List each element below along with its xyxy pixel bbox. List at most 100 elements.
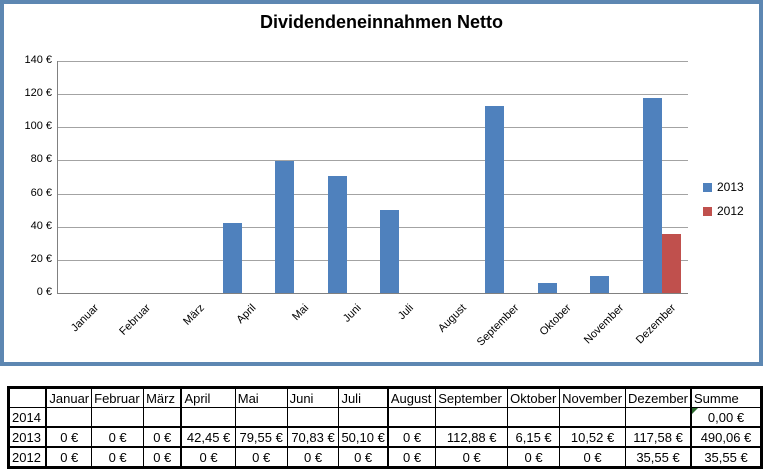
table-header-row: Januar Februar März April Mai Juni Juli August S… <box>8 387 762 408</box>
cell-2012-mai[interactable]: 0 € <box>234 446 288 468</box>
cell-2014-august[interactable] <box>387 407 437 428</box>
bar-2013-mai[interactable] <box>275 161 294 293</box>
cell-2013-april[interactable]: 42,45 € <box>180 426 236 448</box>
row-label-2013[interactable]: 2013 <box>8 426 48 448</box>
cell-2012-januar[interactable]: 0 € <box>45 446 93 468</box>
cell-2014-summe[interactable]: 0,00 € <box>690 407 762 428</box>
x-axis-label-november: November <box>582 302 627 347</box>
cell-2012-august[interactable]: 0 € <box>387 446 437 468</box>
y-axis-tick-label: 120 € <box>24 87 52 99</box>
row-label-2012[interactable]: 2012 <box>8 446 48 468</box>
col-header-februar[interactable]: Februar <box>91 387 145 408</box>
bar-2012-dezember[interactable] <box>662 234 681 293</box>
gridline <box>58 227 688 228</box>
y-axis-tick-label: 0 € <box>36 286 52 298</box>
gridline <box>58 194 688 195</box>
data-table-region: Januar Februar März April Mai Juni Juli August S… <box>7 386 763 469</box>
y-axis-tick-label: 40 € <box>30 220 52 232</box>
cell-2012-november[interactable]: 0 € <box>559 446 627 468</box>
cell-2012-september[interactable]: 0 € <box>435 446 509 468</box>
cell-2013-oktober[interactable]: 6,15 € <box>507 426 561 448</box>
col-header-januar[interactable]: Januar <box>45 387 93 408</box>
cell-2014-juni[interactable] <box>286 407 340 428</box>
gridline <box>58 160 688 161</box>
cell-2012-juli[interactable]: 0 € <box>338 446 389 468</box>
bar-2013-september[interactable] <box>485 106 504 293</box>
table-row-2013: 2013 0 €0 €0 €42,45 €79,55 €70,83 €50,10 … <box>8 426 762 448</box>
col-header-dezember[interactable]: Dezember <box>625 387 693 408</box>
cell-2012-dezember[interactable]: 35,55 € <box>625 446 693 468</box>
cell-2013-januar[interactable]: 0 € <box>45 426 93 448</box>
cell-2013-september[interactable]: 112,88 € <box>435 426 509 448</box>
cell-2012-maerz[interactable]: 0 € <box>143 446 183 468</box>
col-header-april[interactable]: April <box>180 387 236 408</box>
col-header-blank[interactable] <box>8 387 48 408</box>
cell-2012-februar[interactable]: 0 € <box>91 446 145 468</box>
cell-2014-maerz[interactable] <box>143 407 183 428</box>
bar-2013-juni[interactable] <box>328 176 347 293</box>
cell-2014-september[interactable] <box>435 407 509 428</box>
dividend-chart[interactable]: Dividendeneinnahmen Netto 0 € 20 € 40 € 60 … <box>0 0 763 366</box>
cell-2014-juli[interactable] <box>338 407 389 428</box>
cell-2012-oktober[interactable]: 0 € <box>507 446 561 468</box>
table-row-2012: 2012 0 €0 €0 €0 €0 €0 €0 €0 €0 €0 €0 €35,… <box>8 446 762 468</box>
cell-2012-april[interactable]: 0 € <box>180 446 236 468</box>
x-axis-label-september: September <box>474 302 522 349</box>
bar-2013-dezember[interactable] <box>643 98 662 293</box>
bar-2013-november[interactable] <box>590 276 609 293</box>
legend-item-2012[interactable]: 2012 <box>703 204 744 218</box>
x-axis-label-märz: März <box>180 302 207 328</box>
col-header-mai[interactable]: Mai <box>234 387 288 408</box>
gridline <box>58 260 688 261</box>
col-header-august[interactable]: August <box>387 387 437 408</box>
y-axis-tick-label: 20 € <box>30 253 52 265</box>
gridline <box>58 61 688 62</box>
cell-2014-januar[interactable] <box>45 407 93 428</box>
gridline <box>58 127 688 128</box>
x-axis-label-dezember: Dezember <box>634 302 679 347</box>
bar-2013-juli[interactable] <box>380 210 399 293</box>
cell-2013-juni[interactable]: 70,83 € <box>286 426 340 448</box>
x-axis-label-mai: Mai <box>290 302 312 324</box>
x-axis-label-februar: Februar <box>117 302 154 338</box>
y-axis-tick-label: 100 € <box>24 120 52 132</box>
cell-2013-august[interactable]: 0 € <box>387 426 437 448</box>
x-axis-label-august: August <box>435 302 469 335</box>
x-axis-label-juli: Juli <box>396 302 417 323</box>
cell-2013-februar[interactable]: 0 € <box>91 426 145 448</box>
col-header-juni[interactable]: Juni <box>286 387 340 408</box>
gridline <box>58 94 688 95</box>
bar-2013-oktober[interactable] <box>538 283 557 293</box>
plot-area[interactable] <box>57 61 688 294</box>
cell-2014-mai[interactable] <box>234 407 288 428</box>
cell-2014-april[interactable] <box>180 407 236 428</box>
legend-item-2013[interactable]: 2013 <box>703 180 744 194</box>
col-header-september[interactable]: September <box>435 387 509 408</box>
cell-2012-juni[interactable]: 0 € <box>286 446 340 468</box>
legend-swatch-icon <box>703 206 712 216</box>
col-header-juli[interactable]: Juli <box>338 387 389 408</box>
cell-2014-november[interactable] <box>559 407 627 428</box>
bar-2013-april[interactable] <box>223 223 242 293</box>
cell-2013-juli[interactable]: 50,10 € <box>338 426 389 448</box>
cell-2013-summe[interactable]: 490,06 € <box>690 426 762 448</box>
cell-2013-dezember[interactable]: 117,58 € <box>625 426 693 448</box>
col-header-november[interactable]: November <box>559 387 627 408</box>
col-header-maerz[interactable]: März <box>143 387 183 408</box>
cell-2014-dezember[interactable] <box>625 407 693 428</box>
cell-2013-maerz[interactable]: 0 € <box>143 426 183 448</box>
cell-2013-mai[interactable]: 79,55 € <box>234 426 288 448</box>
cell-2014-oktober[interactable] <box>507 407 561 428</box>
cell-2012-summe[interactable]: 35,55 € <box>690 446 762 468</box>
cell-2013-november[interactable]: 10,52 € <box>559 426 627 448</box>
legend-label: 2012 <box>717 204 744 218</box>
col-header-oktober[interactable]: Oktober <box>507 387 561 408</box>
chart-legend[interactable]: 2013 2012 <box>703 180 744 228</box>
cell-indicator-icon <box>692 408 698 414</box>
cell-2014-februar[interactable] <box>91 407 145 428</box>
col-header-summe[interactable]: Summe <box>690 387 762 408</box>
y-axis-tick-label: 60 € <box>30 187 52 199</box>
chart-title: Dividendeneinnahmen Netto <box>259 12 504 32</box>
row-label-2014[interactable]: 2014 <box>8 407 48 428</box>
x-axis-label-april: April <box>234 302 259 327</box>
